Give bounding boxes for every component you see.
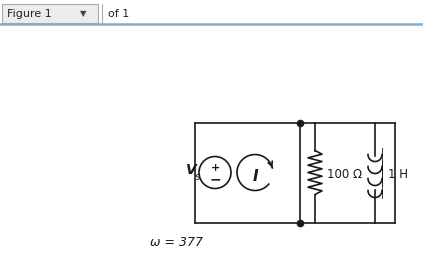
Bar bbox=[2, 4, 98, 23]
Text: V: V bbox=[186, 162, 196, 177]
Text: 100 Ω: 100 Ω bbox=[327, 168, 362, 181]
Text: s: s bbox=[195, 172, 201, 182]
Text: +: + bbox=[210, 162, 220, 172]
Text: −: − bbox=[209, 172, 221, 187]
Text: of 1: of 1 bbox=[108, 9, 129, 19]
Text: ω = 377: ω = 377 bbox=[150, 236, 203, 249]
Text: Figure 1: Figure 1 bbox=[7, 9, 52, 19]
Text: ▼: ▼ bbox=[80, 9, 86, 18]
Text: I: I bbox=[252, 169, 258, 184]
Text: 1 H: 1 H bbox=[388, 168, 408, 181]
